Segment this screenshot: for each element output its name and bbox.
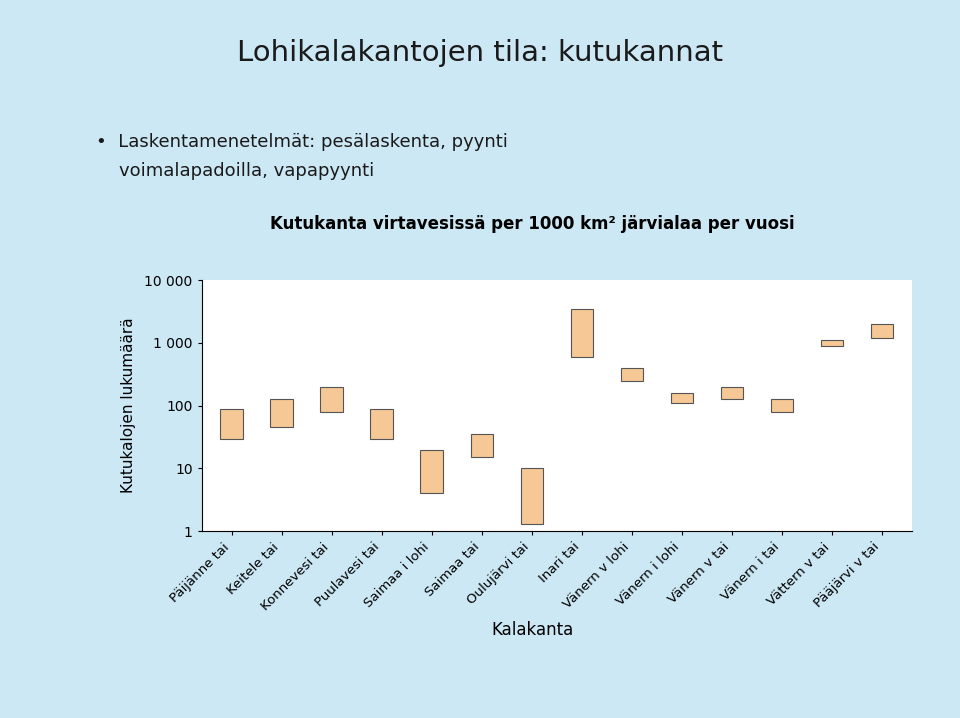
Text: •  Laskentamenetelmät: pesälaskenta, pyynti: • Laskentamenetelmät: pesälaskenta, pyyn… xyxy=(96,133,508,151)
Bar xyxy=(821,340,843,346)
Text: voimalapadoilla, vapapyynti: voimalapadoilla, vapapyynti xyxy=(96,162,374,180)
Bar xyxy=(671,393,693,403)
Text: Lohikalakantojen tila: kutukannat: Lohikalakantojen tila: kutukannat xyxy=(237,39,723,67)
Y-axis label: Kutukalojen lukumäärä: Kutukalojen lukumäärä xyxy=(121,318,136,493)
Bar xyxy=(570,309,593,357)
Bar xyxy=(620,368,643,381)
Bar xyxy=(520,469,543,524)
Bar xyxy=(420,449,443,493)
Bar xyxy=(771,398,793,411)
Bar xyxy=(271,398,293,427)
Bar xyxy=(721,387,743,398)
Text: Kalakanta: Kalakanta xyxy=(492,621,574,639)
Bar xyxy=(371,409,393,439)
Bar xyxy=(470,434,493,457)
Text: Kutukanta virtavesissä per 1000 km² järvialaa per vuosi: Kutukanta virtavesissä per 1000 km² järv… xyxy=(271,215,795,233)
Bar xyxy=(321,387,343,411)
Bar xyxy=(871,324,893,338)
Bar xyxy=(221,409,243,439)
